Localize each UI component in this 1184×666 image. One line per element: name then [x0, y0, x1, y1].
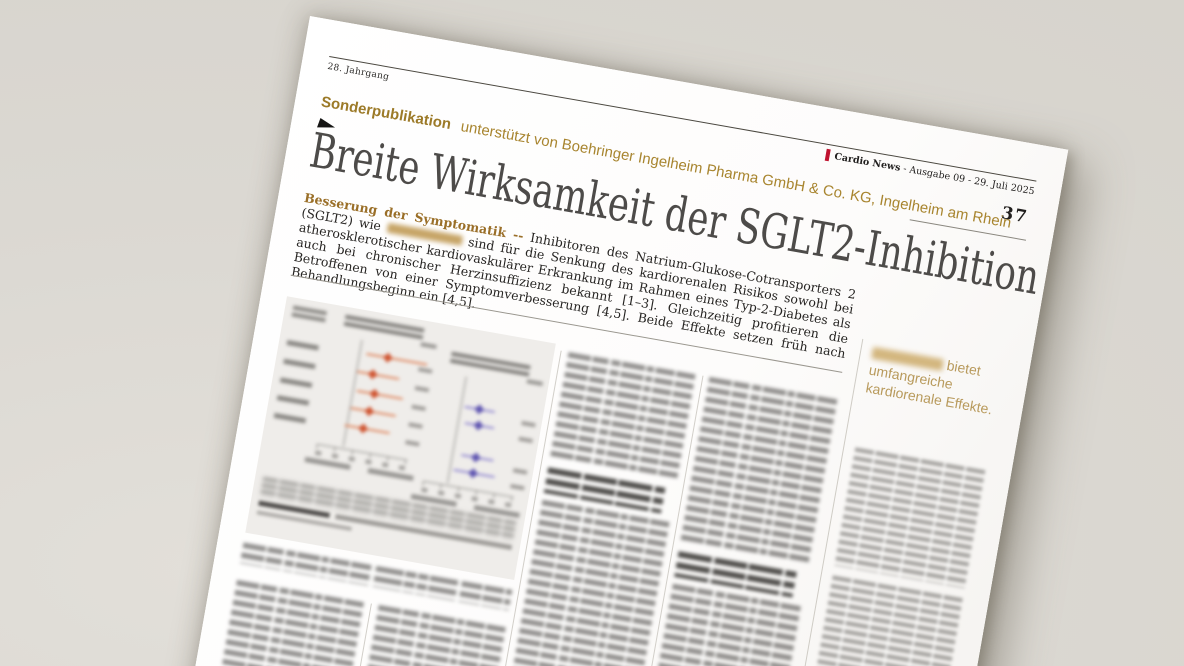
blurred-paragraph [834, 447, 986, 589]
figure-label-header [291, 305, 327, 323]
blurred-paragraph [679, 376, 838, 567]
label-empagliflozin-besser [367, 467, 414, 481]
blurred-paragraph [549, 352, 696, 483]
blurred-column-1 [210, 579, 365, 666]
pull-quote: bietet umfangreiche kardiorenale Effekte… [864, 343, 1005, 419]
blurred-paragraph [808, 575, 963, 666]
p-value-header [526, 379, 543, 386]
p-value-header [420, 342, 437, 349]
blurred-column-2 [352, 604, 506, 666]
brand-bar [824, 148, 831, 162]
figure-panel-title [344, 314, 425, 340]
forest-plot-left [308, 334, 437, 459]
forest-plot-right [415, 371, 543, 496]
figure-panel-title [450, 351, 531, 377]
figure-forest-plot [245, 296, 556, 581]
figure-plot-area [263, 303, 549, 518]
newspaper-page: 28. Jahrgang Cardio News - Ausgabe 09 - … [184, 16, 1069, 666]
